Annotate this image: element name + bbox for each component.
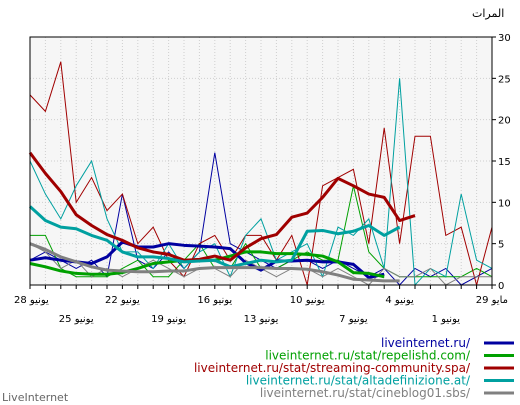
x-tick-label: 7 يونيو bbox=[339, 314, 368, 325]
grid bbox=[30, 37, 492, 285]
series-average-line-4 bbox=[29, 242, 400, 283]
y-tick-label: 5 bbox=[498, 240, 504, 251]
x-tick-label: 19 يونيو bbox=[151, 314, 186, 325]
x-tick-label: 22 يونيو bbox=[105, 295, 140, 306]
legend-label-2: liveinternet.ru/stat/streaming-community… bbox=[194, 361, 471, 375]
y-tick-label: 30 bbox=[498, 33, 511, 44]
footer-brand: LiveInternet bbox=[2, 391, 69, 404]
series-line-2 bbox=[29, 61, 493, 287]
series-average-line-2 bbox=[28, 151, 416, 262]
x-tick-label: 1 يونيو bbox=[432, 314, 461, 325]
y-tick-label: 0 bbox=[498, 281, 504, 292]
y-tick-label: 10 bbox=[498, 198, 511, 209]
y-tick-label: 15 bbox=[498, 157, 511, 168]
x-axis-ticks: 28 يونيو 22 يونيو 16 يونيو 10 يونيو 4 يونيو 2… bbox=[14, 285, 508, 325]
x-tick-label: 29 مايو bbox=[476, 295, 508, 306]
y-tick-label: 25 bbox=[498, 74, 511, 85]
x-tick-label: 25 يونيو bbox=[59, 314, 94, 325]
legend-label-1: liveinternet.ru/stat/repelishd.com/ bbox=[265, 349, 471, 363]
legend: liveinternet.ru/liveinternet.ru/stat/rep… bbox=[194, 336, 514, 400]
series-average-line-0 bbox=[29, 240, 385, 280]
legend-label-3: liveinternet.ru/stat/altadefinizione.at/ bbox=[246, 374, 471, 388]
y-axis-ticks: 0 5 10 15 20 25 30 bbox=[492, 33, 511, 292]
x-tick-label: 13 يونيو bbox=[244, 314, 279, 325]
series-average-line-3 bbox=[28, 205, 401, 269]
y-axis-label: المرات bbox=[472, 7, 504, 20]
x-tick-label: 10 يونيو bbox=[290, 295, 325, 306]
x-tick-label: 28 يونيو bbox=[14, 295, 49, 306]
x-tick-label: 16 يونيو bbox=[197, 295, 232, 306]
legend-label-4: liveinternet.ru/stat/cineblog01.sbs/ bbox=[260, 386, 471, 400]
legend-label-0: liveinternet.ru/ bbox=[381, 336, 471, 350]
y-tick-label: 20 bbox=[498, 116, 511, 127]
x-tick-label: 4 يونيو bbox=[385, 295, 414, 306]
series-group bbox=[28, 61, 493, 287]
